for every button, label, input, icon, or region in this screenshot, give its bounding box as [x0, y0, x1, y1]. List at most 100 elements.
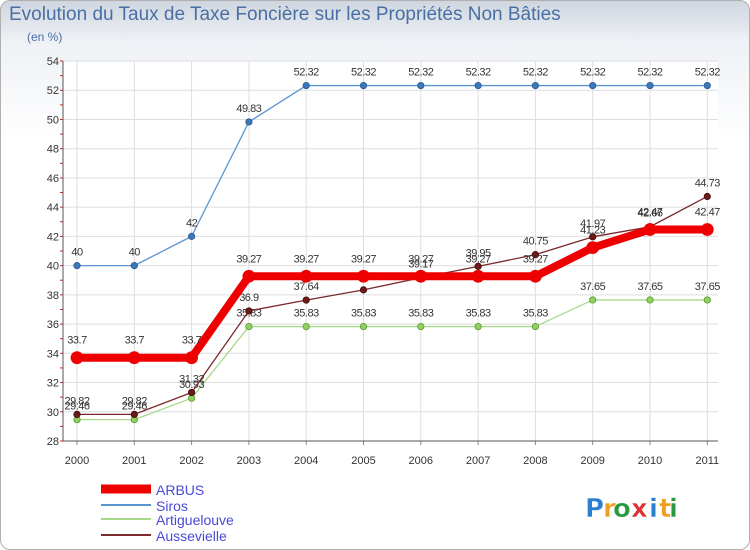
data-point-aussevielle — [474, 262, 482, 270]
data-point-arbus — [185, 351, 199, 365]
data-label-aussevielle: 36.9 — [239, 292, 259, 304]
data-point-aussevielle — [130, 410, 138, 418]
data-point-aussevielle — [703, 192, 711, 201]
data-point-arbus — [299, 269, 313, 283]
data-point-artiguelouve — [359, 322, 368, 331]
data-label-artiguelouve: 35.83 — [351, 308, 376, 320]
data-point-artiguelouve — [302, 322, 310, 331]
data-point-artiguelouve — [703, 296, 711, 304]
y-tick-label: 34 — [47, 348, 59, 360]
data-label-siros: 52.32 — [466, 67, 491, 79]
data-label-artiguelouve: 37.65 — [580, 281, 605, 293]
data-point-arbus — [643, 223, 657, 236]
data-point-aussevielle — [589, 233, 597, 241]
data-point-arbus — [242, 269, 256, 283]
brand-logo-letter: x — [631, 494, 648, 524]
brand-logo-letter: P — [585, 494, 604, 524]
chart-title: Evolution du Taux de Taxe Foncière sur l… — [9, 4, 561, 25]
data-label-siros: 42 — [186, 217, 198, 229]
data-point-artiguelouve — [417, 322, 425, 331]
data-label-arbus: 33.7 — [182, 335, 202, 347]
data-label-arbus: 42.47 — [695, 207, 720, 219]
brand-logo-letter: o — [613, 494, 631, 524]
data-label-aussevielle: 39.95 — [466, 247, 491, 259]
data-label-artiguelouve: 35.83 — [466, 308, 491, 320]
x-tick-label: 2006 — [409, 455, 433, 467]
data-label-arbus: 41.23 — [580, 225, 605, 237]
unit-label: (en %) — [27, 30, 63, 44]
brand-logo-letter: r — [603, 494, 616, 524]
brand-logo-letter: i — [649, 494, 658, 524]
series-line-aussevielle — [77, 195, 708, 416]
series-line-artiguelouve — [77, 299, 708, 421]
data-label-aussevielle: 41.97 — [580, 218, 605, 230]
y-tick-label: 50 — [47, 114, 59, 126]
data-label-arbus: 39.27 — [236, 253, 261, 265]
data-point-siros — [531, 81, 540, 90]
legend-label-artiguelouve: Artiguelouve — [156, 512, 234, 528]
data-label-siros: 40 — [71, 247, 83, 259]
data-label-artiguelouve: 35.83 — [294, 308, 319, 320]
data-label-aussevielle: 29.82 — [64, 395, 89, 407]
data-label-arbus: 39.27 — [523, 253, 548, 265]
data-point-aussevielle — [302, 296, 310, 304]
y-tick-label: 52 — [47, 85, 59, 97]
x-tick-label: 2008 — [523, 455, 547, 467]
plot-area — [63, 61, 718, 441]
series-line-arbus — [77, 225, 708, 362]
data-label-artiguelouve: 29.46 — [64, 401, 89, 413]
x-tick-label: 2001 — [122, 455, 146, 467]
data-label-siros: 52.32 — [637, 67, 662, 79]
x-tick-label: 2010 — [638, 455, 662, 467]
data-point-arbus — [127, 351, 141, 365]
data-point-aussevielle — [359, 286, 368, 294]
series-line-siros — [77, 84, 708, 267]
data-label-siros: 52.32 — [408, 67, 433, 79]
legend-label-arbus: ARBUS — [156, 482, 204, 498]
data-point-arbus — [529, 269, 542, 283]
data-label-siros: 52.32 — [294, 67, 319, 79]
data-label-arbus: 42.47 — [637, 207, 662, 219]
y-tick-label: 30 — [47, 407, 59, 419]
data-point-siros — [73, 262, 81, 270]
data-point-artiguelouve — [646, 296, 654, 304]
y-tick-label: 42 — [47, 231, 59, 243]
y-tick-label: 44 — [47, 202, 59, 214]
data-label-aussevielle: 31.32 — [179, 373, 204, 385]
x-tick-label: 2004 — [294, 455, 318, 467]
data-point-arbus — [357, 269, 370, 283]
data-point-siros — [302, 81, 310, 90]
data-point-artiguelouve — [531, 322, 540, 331]
data-label-siros: 40 — [129, 247, 141, 259]
y-tick-label: 48 — [47, 144, 59, 156]
data-label-arbus: 33.7 — [67, 335, 87, 347]
data-point-aussevielle — [531, 251, 540, 259]
brand-logo-letter: i — [669, 494, 678, 524]
data-point-artiguelouve — [589, 296, 597, 304]
data-label-artiguelouve: 37.65 — [637, 281, 662, 293]
data-label-artiguelouve: 37.65 — [695, 281, 720, 293]
data-label-siros: 49.83 — [236, 103, 261, 115]
y-tick-label: 40 — [47, 261, 59, 273]
data-point-aussevielle — [73, 410, 81, 418]
x-tick-label: 2011 — [695, 455, 719, 467]
y-tick-label: 54 — [47, 56, 59, 68]
data-point-siros — [417, 81, 425, 90]
data-label-artiguelouve: 29.46 — [122, 401, 147, 413]
data-label-aussevielle: 40.75 — [523, 236, 548, 248]
data-label-siros: 52.32 — [695, 67, 720, 79]
x-tick-label: 2000 — [65, 455, 89, 467]
data-label-arbus: 39.27 — [294, 253, 319, 265]
data-label-aussevielle: 39.17 — [408, 259, 433, 271]
y-tick-label: 32 — [47, 378, 59, 390]
data-point-siros — [646, 81, 654, 90]
data-point-siros — [703, 81, 711, 90]
data-point-artiguelouve — [245, 322, 253, 331]
x-tick-label: 2003 — [237, 455, 261, 467]
y-tick-label: 36 — [47, 319, 59, 331]
data-label-aussevielle: 44.73 — [695, 177, 720, 189]
data-point-aussevielle — [188, 388, 196, 397]
legend-label-siros: Siros — [156, 498, 188, 514]
